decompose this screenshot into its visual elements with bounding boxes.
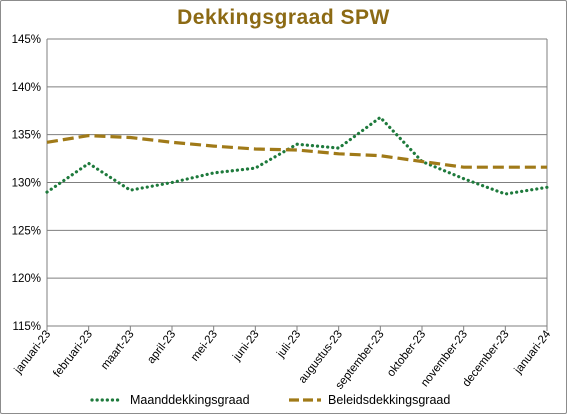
x-tick-label: oktober-23 bbox=[385, 328, 428, 379]
x-tick-label: februari-23 bbox=[51, 328, 95, 379]
x-tick-label: januari-24 bbox=[512, 328, 554, 377]
y-tick-label: 130% bbox=[12, 178, 41, 190]
series-line-maanddekkingsgraad bbox=[45, 115, 549, 196]
legend: Maanddekkingsgraad Beleidsdekkingsgraad bbox=[0, 393, 567, 411]
y-tick-label: 120% bbox=[12, 273, 41, 285]
legend-label-beleids: Beleidsdekkingsgraad bbox=[328, 393, 451, 407]
x-tick-label: juni-23 bbox=[230, 328, 261, 363]
y-tick-label: 145% bbox=[12, 34, 41, 46]
chart-title: Dekkingsgraad SPW bbox=[177, 6, 390, 29]
legend-label-maand: Maanddekkingsgraad bbox=[130, 393, 250, 407]
y-tick-label: 135% bbox=[12, 130, 41, 142]
y-tick-label: 115% bbox=[12, 321, 41, 333]
x-tick-label: juli-23 bbox=[274, 328, 303, 360]
legend-swatch-dotted bbox=[90, 398, 124, 402]
legend-item-maand: Maanddekkingsgraad bbox=[90, 393, 250, 407]
series-line-beleidsdekkingsgraad bbox=[46, 134, 547, 169]
y-axis: 115% 120% 125% 130% 135% 140% 145% bbox=[12, 34, 548, 333]
x-tick-label: april-23 bbox=[145, 328, 178, 366]
y-tick-label: 125% bbox=[12, 225, 41, 237]
legend-swatch-dashed bbox=[289, 398, 321, 402]
x-tick-label: maart-23 bbox=[99, 328, 137, 372]
x-tick-label: januari-23 bbox=[12, 328, 54, 376]
x-tick-label: augustus-23 bbox=[297, 328, 345, 385]
legend-item-beleids: Beleidsdekkingsgraad bbox=[288, 393, 450, 407]
x-tick-label: mei-23 bbox=[189, 328, 220, 363]
y-tick-label: 140% bbox=[12, 82, 41, 94]
series-group bbox=[45, 115, 549, 196]
